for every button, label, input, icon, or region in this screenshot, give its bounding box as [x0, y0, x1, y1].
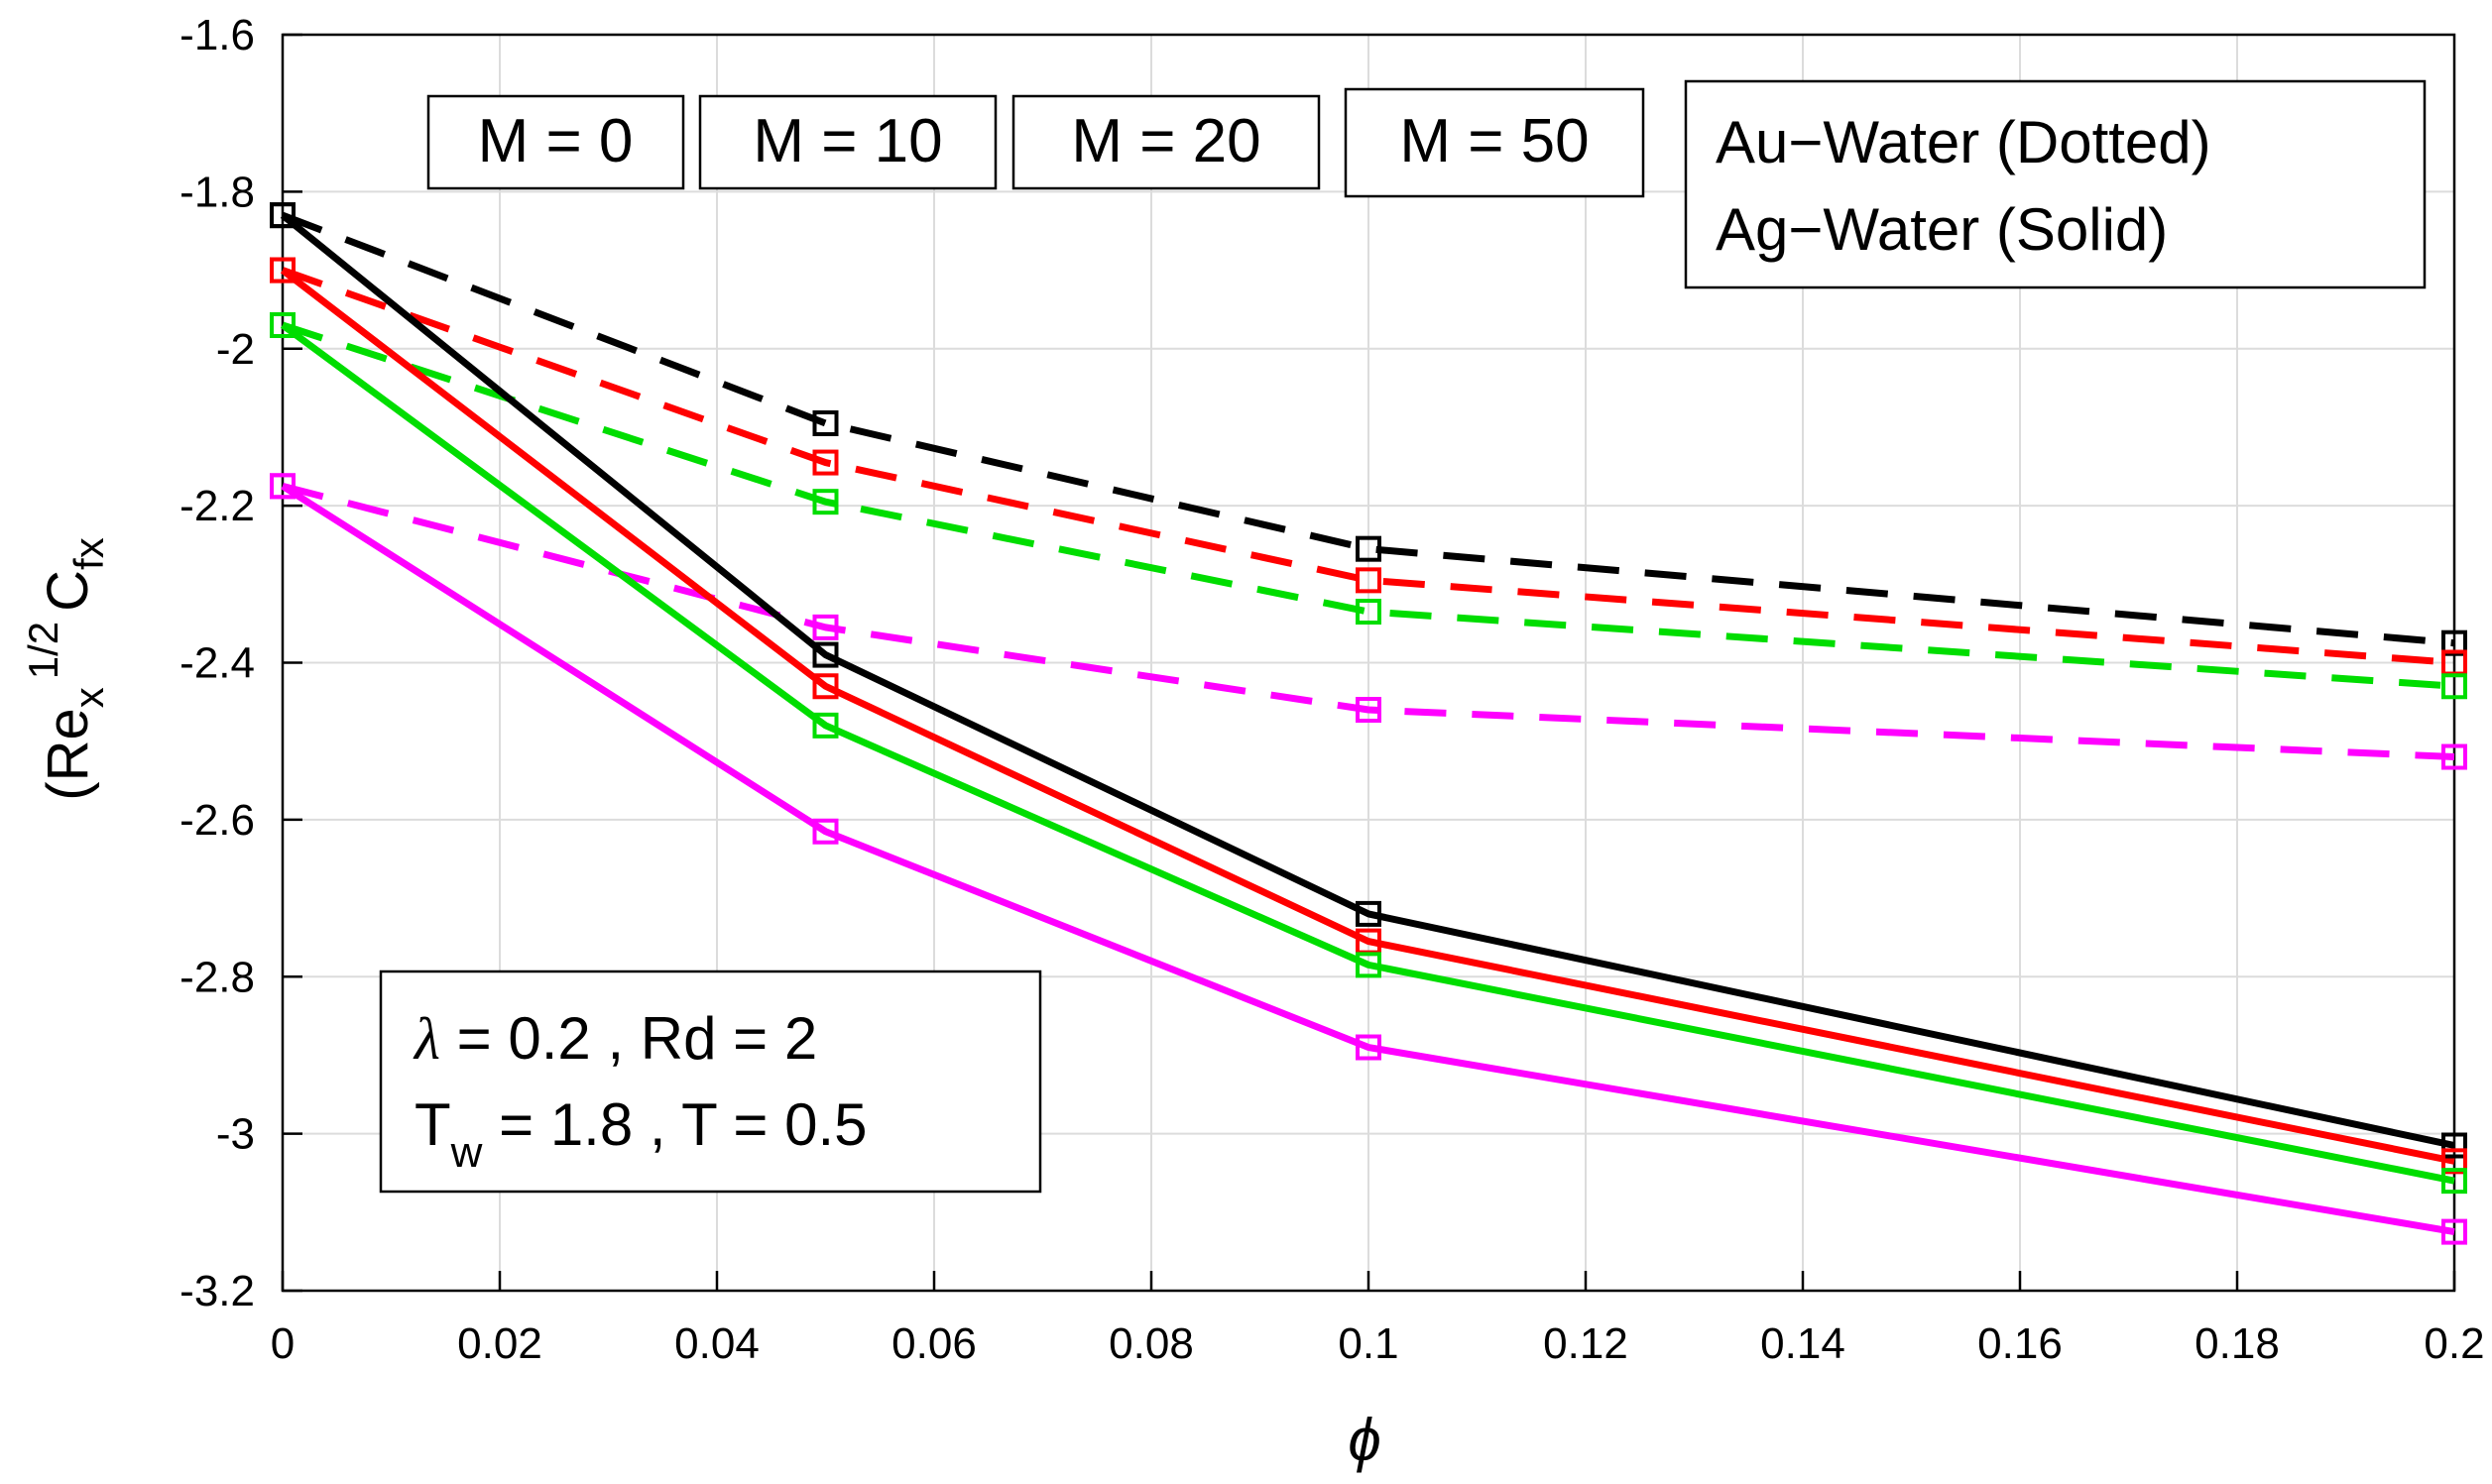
y-tick-label: -3 [216, 1110, 255, 1159]
data-marker [270, 311, 296, 338]
annotation-box [379, 970, 1042, 1194]
y-tick-label: -1.8 [179, 168, 255, 216]
x-tick-label: 0.18 [2195, 1319, 2280, 1368]
data-marker [2441, 1218, 2467, 1245]
data-marker [270, 473, 296, 500]
legend-box-m20 [1011, 94, 1321, 190]
data-marker [812, 614, 839, 640]
x-tick-label: 0 [271, 1319, 295, 1368]
legend-m-values: M = 0 M = 10 M = 20 M = 50 [426, 87, 1645, 198]
series-layer [270, 202, 2467, 1245]
legend-fluid-au: Au−Water (Dotted) [1716, 109, 2211, 175]
data-marker [812, 489, 839, 515]
data-marker [2441, 649, 2467, 676]
legend-label-m50: M = 50 [1399, 107, 1589, 175]
data-marker [1356, 535, 1381, 562]
series-line [281, 267, 2455, 666]
data-marker [1356, 900, 1381, 927]
legend-box-m50 [1344, 87, 1645, 198]
data-marker [812, 818, 839, 845]
y-tick-label: -3.2 [179, 1267, 255, 1315]
data-marker [812, 641, 839, 668]
x-tick-label: 0.16 [1977, 1319, 2063, 1368]
data-marker [1356, 599, 1381, 626]
y-axis-label-sup: 1/2 [20, 622, 66, 679]
x-axis-label: ϕ [1348, 1407, 1380, 1473]
x-tick-label: 0.2 [2424, 1319, 2484, 1368]
data-marker [1356, 1034, 1381, 1061]
legend-label-m0: M = 0 [478, 107, 634, 175]
data-marker [2441, 1168, 2467, 1195]
lambda-symbol: λ [413, 1006, 440, 1072]
data-marker [2441, 743, 2467, 770]
data-marker [1356, 567, 1381, 594]
series-line [281, 483, 2455, 1236]
x-tick-label: 0.06 [891, 1319, 977, 1368]
y-tick-label: -2.8 [179, 953, 255, 1001]
legend-label-m20: M = 20 [1071, 107, 1260, 175]
legend-fluids: Au−Water (Dotted) Ag−Water (Solid) [1684, 79, 2427, 289]
data-marker [270, 257, 296, 284]
annotation-line2-text: = 1.8 , T = 0.5 [482, 1091, 867, 1158]
annotation-line2: Tw = 1.8 , T = 0.5 [415, 1091, 868, 1177]
data-marker [2441, 629, 2467, 656]
data-marker [270, 202, 296, 229]
data-marker [2441, 1148, 2467, 1175]
data-marker [2441, 1132, 2467, 1159]
data-marker [1356, 697, 1381, 724]
annotation-line1: λ = 0.2 , Rd = 2 [413, 1005, 817, 1072]
legend-fluid-ag: Ag−Water (Solid) [1716, 196, 2168, 263]
series-line [281, 321, 2455, 690]
series-line [280, 322, 2455, 1185]
x-tick-label: 0.1 [1338, 1319, 1398, 1368]
x-tick-label: 0.08 [1109, 1319, 1194, 1368]
data-marker [812, 449, 839, 476]
y-tick-label: -2.4 [179, 639, 255, 688]
series-line [280, 212, 2455, 1149]
series-line [281, 211, 2455, 647]
data-marker [1356, 952, 1381, 978]
data-marker [812, 673, 839, 700]
data-marker [1356, 928, 1381, 955]
y-axis-label-sub2: fx [65, 537, 112, 570]
y-axis-label-part2: C [36, 570, 100, 612]
data-marker [812, 409, 839, 436]
tw-subscript: w [450, 1128, 483, 1177]
x-tick-label: 0.12 [1543, 1319, 1628, 1368]
x-tick-label: 0.02 [457, 1319, 542, 1368]
parameter-annotation: λ = 0.2 , Rd = 2 Tw = 1.8 , T = 0.5 [379, 970, 1042, 1194]
legend-fluids-box [1684, 79, 2427, 289]
data-marker [812, 712, 839, 739]
y-axis-label-part1: (Re [36, 708, 100, 800]
y-ticks: -1.6 -1.8 -2 -2.2 -2.4 -2.6 -2.8 -3 -3.2 [179, 11, 302, 1315]
data-marker [2441, 673, 2467, 700]
x-ticks: 0 0.02 0.04 0.06 0.08 0.1 0.12 0.14 0.16 0.18 0.2 [271, 1271, 2485, 1368]
series-line [282, 482, 2455, 761]
x-tick-label: 0.04 [674, 1319, 760, 1368]
y-axis-label-sub1: x [65, 687, 112, 708]
y-axis-label: (Rex 1/2 Cfx [20, 537, 112, 800]
y-tick-label: -1.6 [179, 11, 255, 59]
y-tick-label: -2.2 [179, 482, 255, 530]
annotation-line1-text: = 0.2 , Rd = 2 [440, 1005, 817, 1072]
series-line [280, 267, 2455, 1165]
legend-box-m10 [698, 94, 998, 190]
x-tick-label: 0.14 [1760, 1319, 1845, 1368]
tw-symbol: T [415, 1091, 451, 1158]
y-tick-label: -2 [216, 325, 255, 374]
legend-box-m0 [426, 94, 685, 190]
legend-label-m10: M = 10 [753, 107, 942, 175]
y-tick-label: -2.6 [179, 796, 255, 845]
